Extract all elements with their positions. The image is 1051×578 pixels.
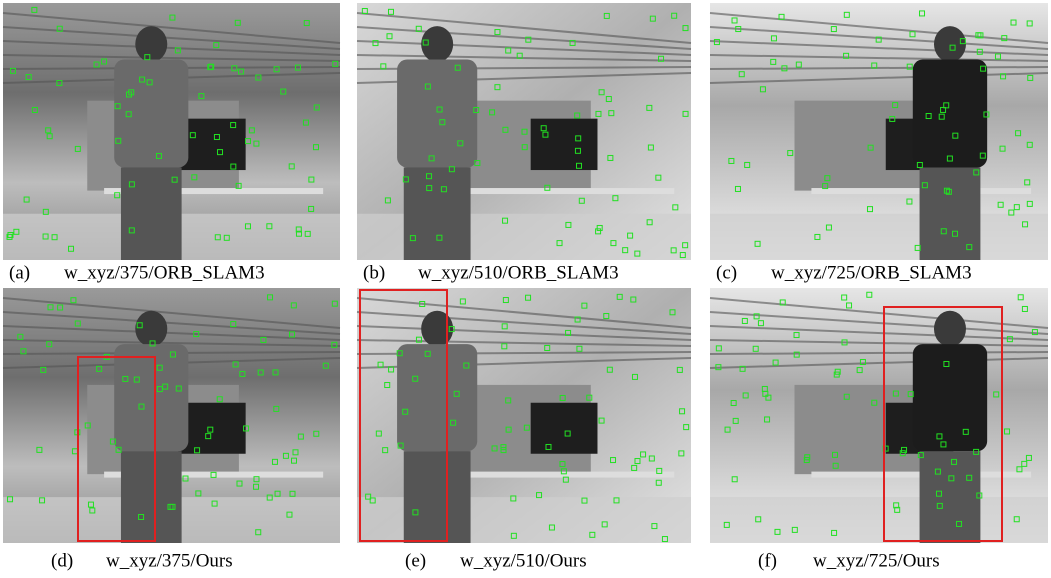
monitor (531, 403, 598, 454)
person-legs (920, 451, 981, 543)
photo-panel (710, 3, 1048, 260)
photo-panel (357, 288, 691, 543)
caption-text: w_xyz/725/Ours (813, 550, 940, 571)
photo-panel (3, 3, 340, 260)
person-body (913, 344, 987, 451)
caption-text: w_xyz/510/Ours (460, 550, 587, 571)
photo-panel (357, 3, 691, 260)
person-body (397, 344, 477, 451)
caption-text: w_xyz/375/Ours (106, 550, 233, 571)
caption-text: w_xyz/725/ORB_SLAM3 (771, 262, 972, 283)
person-body (913, 60, 987, 168)
person-body (114, 344, 188, 451)
person-body (397, 60, 477, 168)
caption-label: (d) (51, 550, 73, 571)
caption-text: w_xyz/375/ORB_SLAM3 (64, 262, 265, 283)
person-legs (121, 451, 182, 543)
person-legs (404, 451, 471, 543)
person-legs (404, 167, 471, 260)
caption-label: (b) (363, 262, 385, 283)
photo-panel (710, 288, 1048, 543)
person-body (114, 60, 188, 168)
caption-text: w_xyz/510/ORB_SLAM3 (418, 262, 619, 283)
person-head (135, 26, 167, 62)
caption-label: (a) (9, 262, 30, 283)
caption-label: (c) (716, 262, 737, 283)
person-head (421, 26, 453, 62)
photo-panel (3, 288, 340, 543)
person-head (421, 311, 453, 347)
figure: (a) w_xyz/375/ORB_SLAM3 (b) w_xyz/510/ORB_S… (0, 0, 1051, 578)
floor (710, 214, 1048, 260)
caption-label: (e) (405, 550, 426, 571)
desk (457, 188, 674, 194)
caption-label: (f) (758, 550, 777, 571)
person-head (934, 311, 966, 347)
